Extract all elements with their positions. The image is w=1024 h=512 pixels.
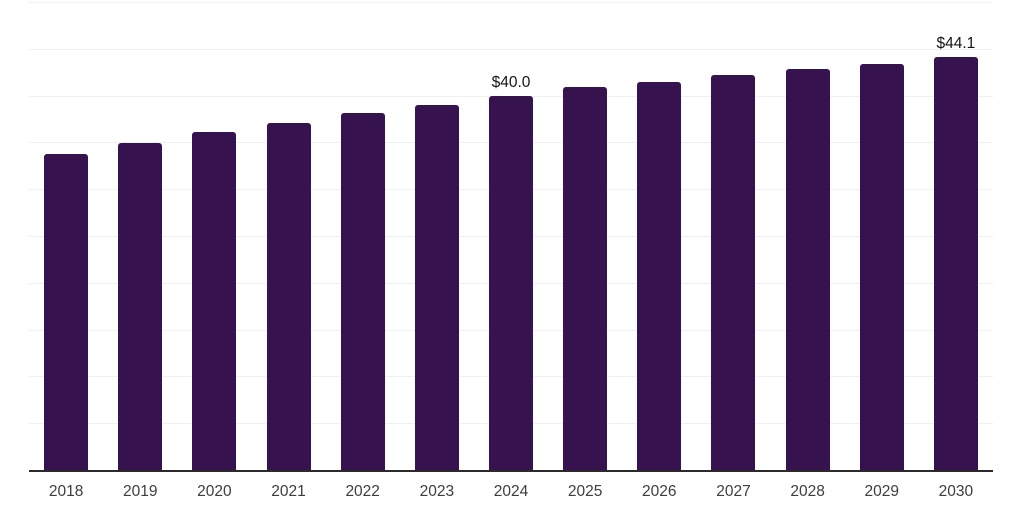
bar-2023 [414,104,459,470]
x-label-2018: 2018 [48,483,84,500]
x-label-2026: 2026 [642,483,677,500]
x-label-2022: 2022 [345,483,380,500]
bar-2026 [637,81,682,470]
bar-2022 [340,113,385,470]
x-label-2023: 2023 [419,483,455,500]
x-label-2019: 2019 [122,483,158,500]
bar-2018 [44,153,89,470]
bar-2020 [192,132,237,470]
bar-2030 [933,57,978,470]
x-axis: 2018 2019 2020 2021 2022 2023 2024 2025 2026 2027… [29,482,993,504]
x-label-2028: 2028 [790,483,825,500]
x-label-2027: 2027 [716,483,751,500]
bar-2028 [785,69,830,470]
bar-2021 [266,122,311,470]
bar-2019 [118,143,163,470]
bar-2024 [489,95,533,470]
plot-area: $40.0 $44.1 [29,2,993,472]
x-label-2030: 2030 [938,483,974,500]
x-label-2021: 2021 [271,483,306,500]
gridline [29,2,993,3]
value-label-2030: $44.1 [936,35,976,53]
x-label-2029: 2029 [864,483,899,500]
gridline [29,48,993,50]
bar-2027 [711,75,756,470]
x-axis-line [29,470,993,472]
bar-2025 [563,87,608,470]
bar-2029 [859,63,904,470]
x-label-2025: 2025 [567,483,603,500]
x-label-2020: 2020 [197,483,232,500]
x-label-2024: 2024 [493,483,529,500]
value-label-2024: $40.0 [491,73,531,91]
